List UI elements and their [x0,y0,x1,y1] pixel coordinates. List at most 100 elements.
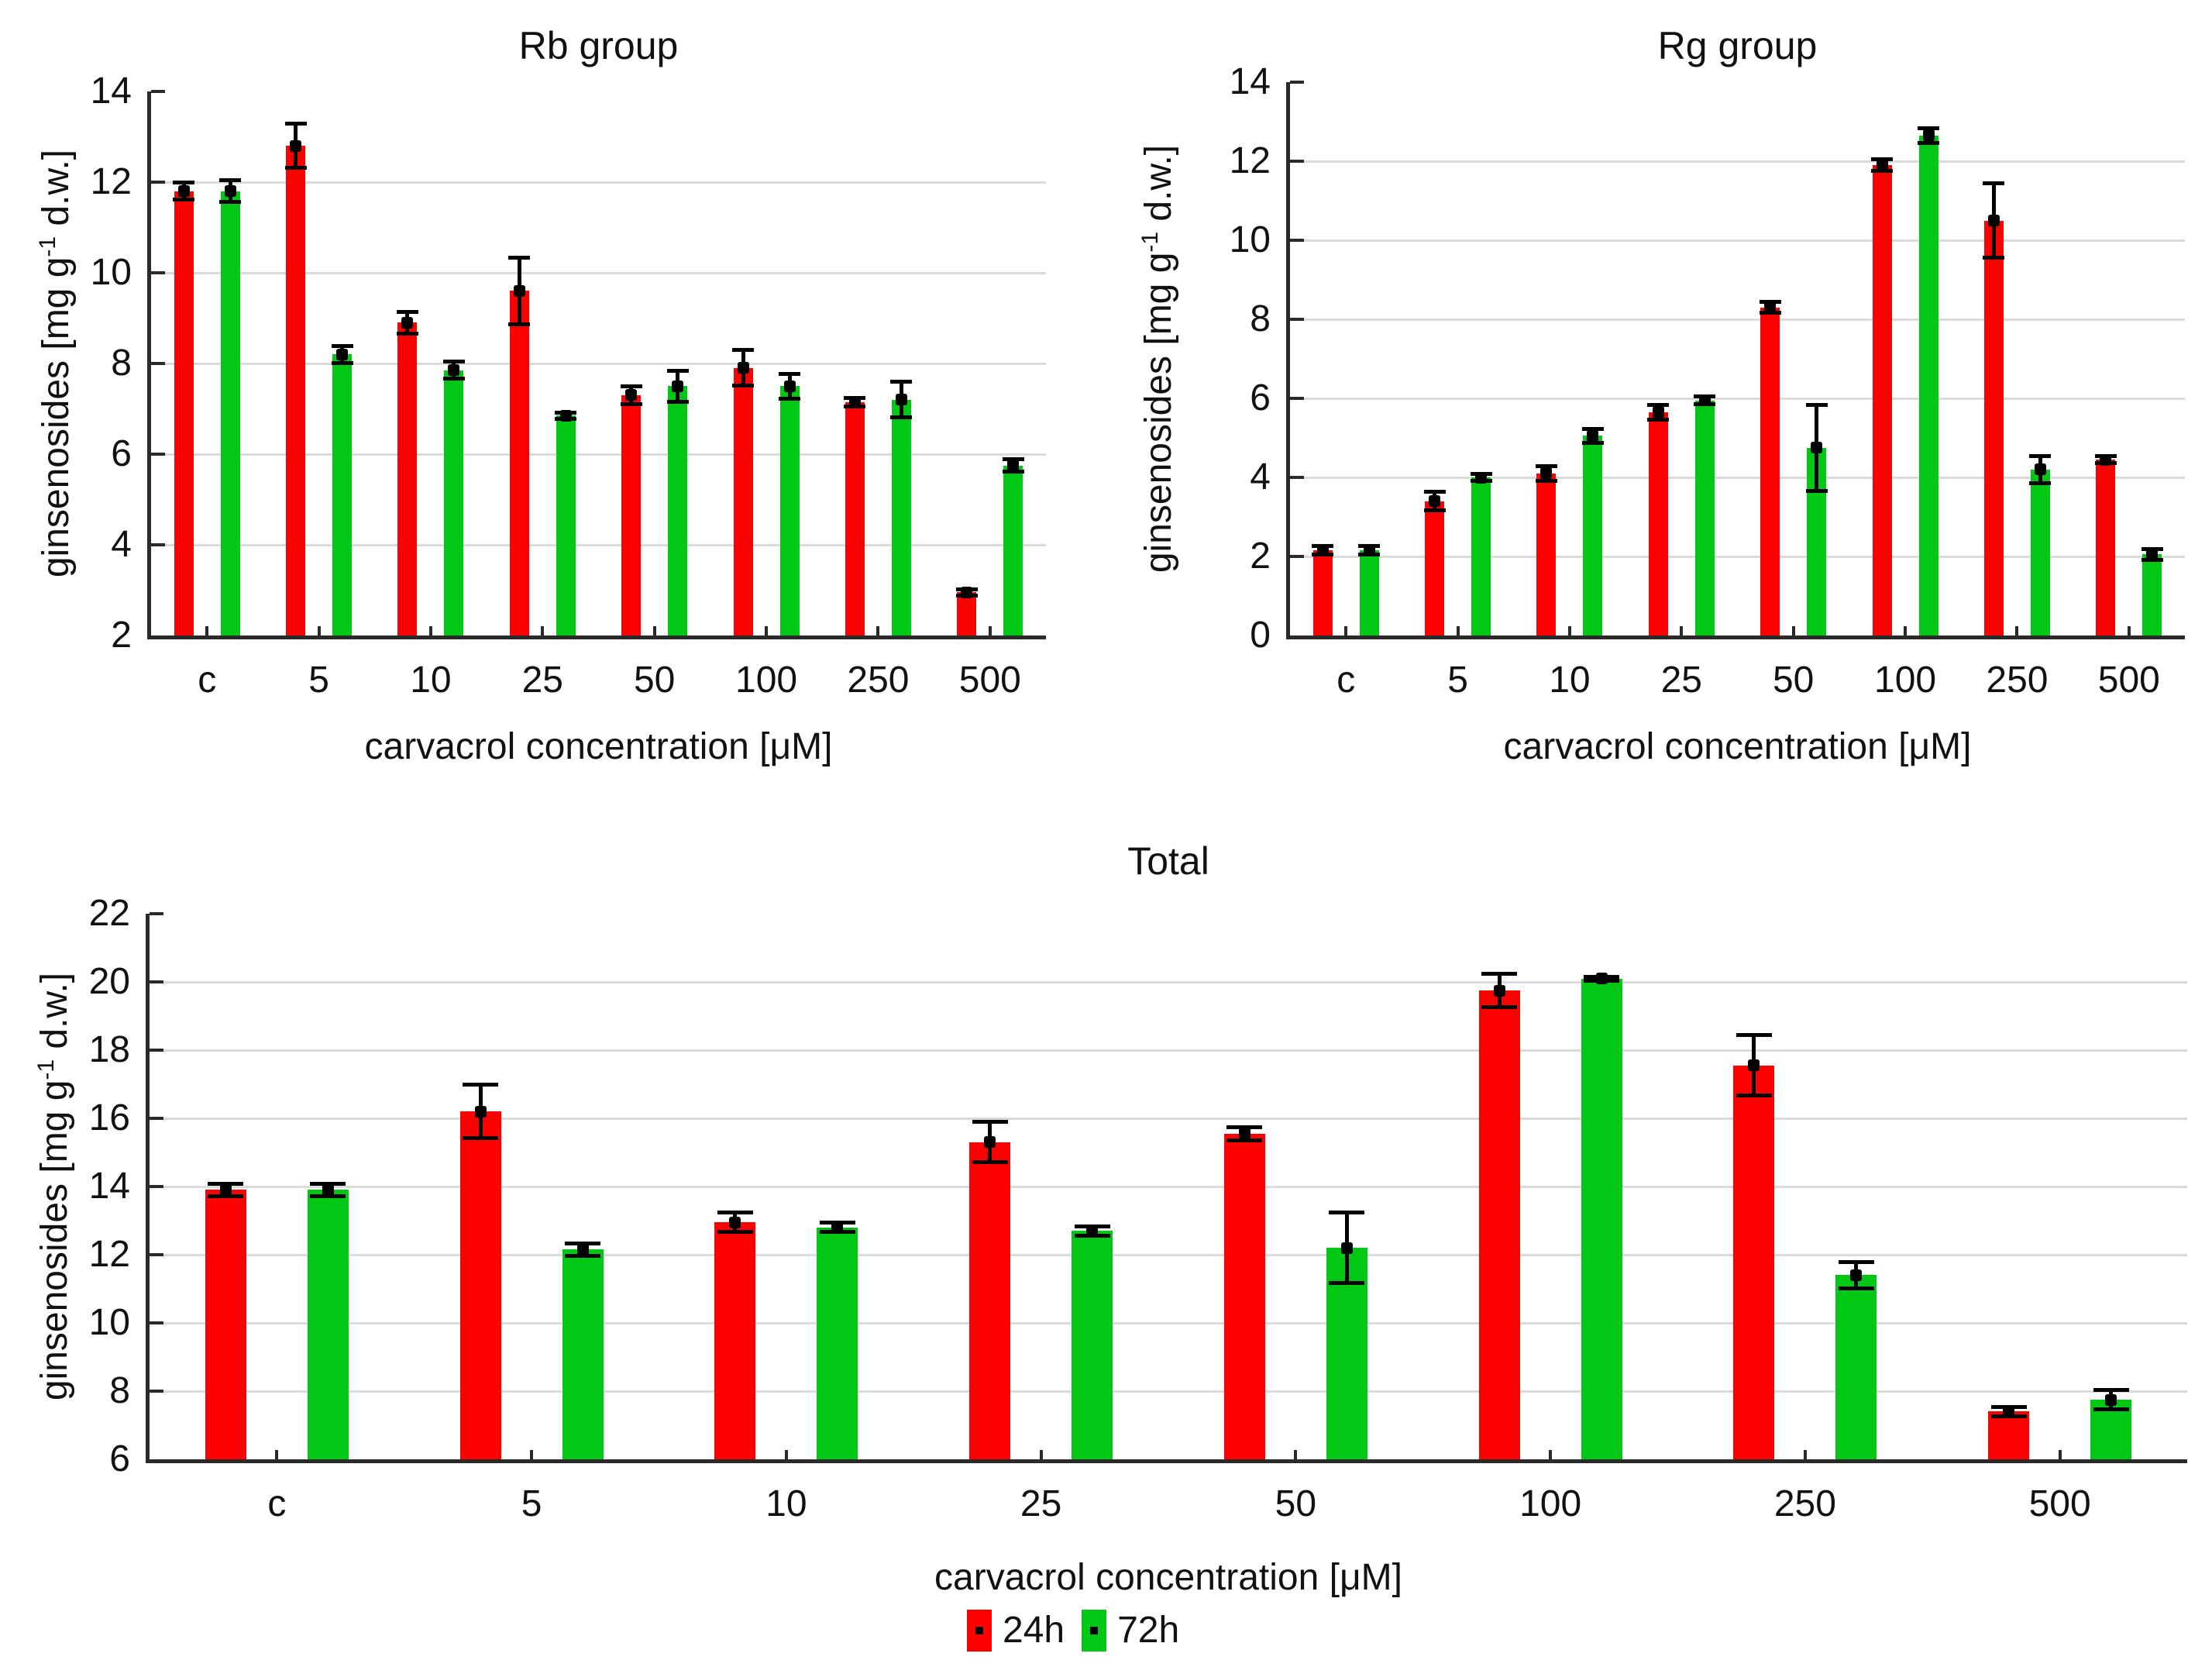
error-cap-bottom [1226,1138,1263,1142]
x-tick [1549,1450,1553,1459]
x-tick-label: 250 [1773,1483,1836,1524]
bar-24h-25 [509,291,529,636]
error-cap-bottom [1647,418,1670,422]
mean-marker [1007,460,1020,472]
x-tick [876,626,880,636]
legend-swatch-72h [1082,1609,1107,1652]
y-tick [1290,81,1304,84]
gridline [1290,160,2185,163]
error-cap-bottom [208,1194,244,1199]
gridline [150,1390,2187,1393]
mean-marker [513,284,525,297]
bar-24h-50 [621,394,642,636]
mean-marker [783,380,796,392]
y-tick [1290,160,1304,163]
x-tick-label: 10 [765,1483,807,1524]
mean-marker [1748,1059,1760,1072]
error-cap-top [1983,181,2005,186]
error-cap-bottom [1481,1005,1518,1009]
bar-24h-5 [459,1111,501,1459]
error-cap-bottom [219,200,242,205]
mean-marker [895,394,907,406]
bar-72h-250 [891,399,911,636]
gridline [150,1322,2187,1324]
error-cap-bottom [732,384,755,388]
error-cap-bottom [396,331,418,336]
error-cap-bottom [1838,1286,1874,1290]
x-tick [1344,626,1348,636]
y-tick [150,1321,163,1324]
gridline [151,363,1046,365]
y-tick [150,1253,163,1256]
mean-marker [474,1105,487,1118]
x-axis-title-rg: carvacrol concentration [μM] [1503,726,1972,767]
mean-marker [1698,394,1711,407]
mean-marker [1922,129,1935,142]
x-tick-label: 250 [1986,660,2049,701]
y-tick-label: 22 [88,893,130,934]
mean-marker [729,1216,741,1228]
x-tick [317,626,321,636]
bar-72h-10 [444,370,464,636]
error-cap-top [1535,463,1557,468]
x-tick [2015,626,2019,636]
mean-marker [737,362,749,374]
gridline [150,1049,2187,1052]
gridline [151,453,1046,456]
y-tick [150,1049,163,1052]
chart-title-total: Total [1127,839,1209,883]
x-tick [1039,1450,1043,1459]
error-cap-top [173,181,195,184]
mean-marker [1493,984,1505,997]
legend-item-24h: 24h [967,1609,1065,1652]
mean-marker [1429,495,1441,508]
error-cap-bottom [717,1230,753,1235]
mean-marker [1238,1128,1250,1140]
bar-72h-50 [668,386,688,636]
error-cap-top [1918,126,1940,130]
y-tick-label: 4 [111,524,132,565]
bar-24h-250 [845,401,865,636]
mean-marker [1850,1269,1863,1281]
bar-72h-10 [817,1227,858,1459]
error-cap-top [1423,489,1446,494]
error-cap-top [666,368,689,373]
gridline [150,981,2187,983]
bar-72h-c [1359,550,1379,636]
gridline [151,544,1046,546]
error-cap-bottom [620,401,642,406]
x-tick [428,626,432,636]
error-cap-top [1581,427,1604,432]
legend-label: 24h [1003,1610,1065,1651]
error-cap-bottom [1423,508,1446,513]
y-tick [150,1390,163,1393]
mean-marker [322,1183,334,1196]
gridline [1290,477,2185,479]
mean-marker [1340,1242,1353,1254]
bar-72h-25 [556,415,576,636]
y-tick-label: 8 [109,1370,130,1411]
y-tick [151,181,165,184]
bar-24h-500 [1988,1411,2030,1459]
mean-marker [2034,463,2046,476]
error-cap-bottom [2029,480,2052,485]
bar-72h-5 [562,1249,604,1459]
x-tick [275,1450,279,1459]
error-cap-bottom [1535,479,1557,484]
x-tick [205,626,209,636]
x-tick-label: 5 [1447,660,1468,701]
error-cap-bottom [1329,1281,1365,1286]
y-tick [1290,318,1304,321]
legend: 24h 72h [967,1609,1179,1652]
bar-24h-100 [733,367,753,636]
error-cap-top [1002,456,1024,461]
error-cap-bottom [1002,470,1024,474]
x-tick-label: 50 [633,660,676,701]
bar-24h-50 [1760,307,1780,636]
bar-72h-c [220,191,240,636]
x-tick [784,1450,788,1459]
gridline [150,1186,2187,1188]
bar-24h-250 [1983,220,2004,636]
error-cap-bottom [779,396,801,401]
x-tick-label: 500 [958,660,1021,701]
